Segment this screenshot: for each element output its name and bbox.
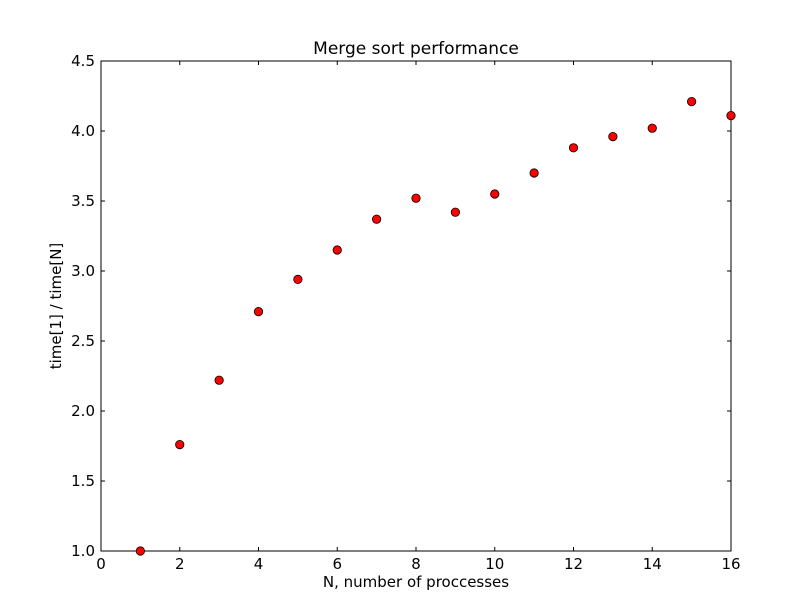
data-point [687, 97, 697, 107]
data-point [253, 306, 264, 317]
x-axis-label: N, number of proccesses [323, 573, 509, 591]
data-point [647, 123, 657, 133]
x-tick-label: 8 [411, 555, 421, 573]
y-tick-label: 2.0 [71, 402, 95, 420]
x-tick-label: 12 [564, 555, 583, 573]
data-point [332, 245, 342, 255]
data-point [450, 207, 460, 217]
data-point [175, 439, 185, 450]
data-point [726, 111, 736, 121]
y-tick-label: 4.0 [71, 122, 95, 140]
x-tick-label: 2 [175, 555, 185, 573]
x-tick-label: 10 [485, 555, 504, 573]
chart-title: Merge sort performance [313, 39, 519, 59]
data-point [372, 214, 382, 224]
x-tick-label: 0 [96, 555, 106, 573]
x-tick-label: 4 [254, 555, 264, 573]
data-point [529, 168, 539, 178]
data-point [411, 193, 421, 203]
x-tick-label: 14 [643, 555, 662, 573]
y-tick-label: 3.0 [71, 262, 95, 280]
y-tick-label: 2.5 [71, 332, 95, 350]
data-point [293, 274, 303, 284]
data-point [490, 189, 500, 199]
x-tick-label: 6 [332, 555, 342, 573]
data-point [608, 132, 618, 142]
y-tick-label: 1.5 [71, 472, 95, 490]
plot-area [100, 60, 732, 552]
plot-frame [100, 60, 732, 552]
data-point [214, 375, 224, 385]
y-tick-label: 1.0 [71, 542, 95, 560]
y-axis-label: time[1] / time[N] [47, 243, 65, 370]
data-points [135, 97, 736, 556]
data-point [568, 143, 579, 153]
y-tick-label: 4.5 [71, 52, 95, 70]
x-axis-ticks: 0 2 4 6 8 10 12 14 16 [96, 61, 741, 573]
x-tick-label: 16 [721, 555, 740, 573]
y-axis-ticks: 1.0 1.5 2.0 2.5 3.0 3.5 4.0 4.5 [71, 52, 731, 560]
data-point [135, 546, 145, 556]
y-tick-label: 3.5 [71, 192, 95, 210]
